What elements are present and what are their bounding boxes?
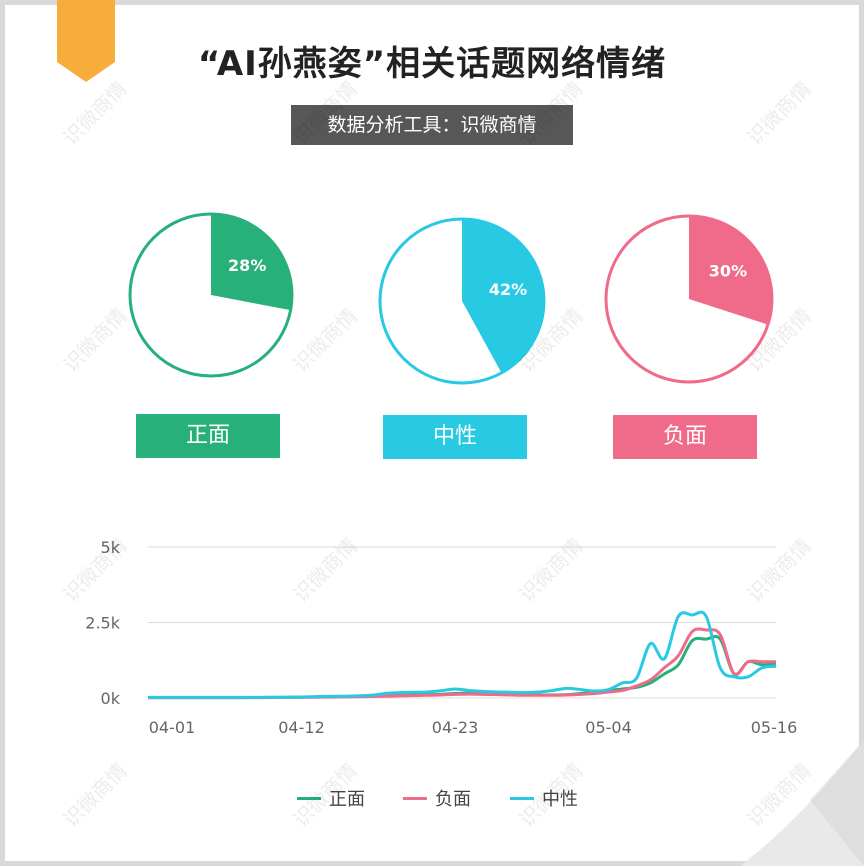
legend-item-neutral: 中性: [510, 786, 578, 810]
series-line: [147, 610, 777, 699]
pie-neutral: 42%: [378, 217, 546, 385]
sentiment-label-positive: 正面: [136, 414, 280, 458]
legend-label-negative: 负面: [435, 789, 471, 810]
x-tick-label: 04-23: [432, 718, 479, 737]
y-tick-label: 5k: [101, 538, 121, 557]
legend-label-neutral: 中性: [542, 789, 578, 810]
pie-slice: [689, 216, 772, 325]
bookmark-ribbon-icon: [57, 0, 115, 82]
x-tick-label: 05-04: [585, 718, 632, 737]
legend-swatch-neutral: [510, 796, 534, 800]
legend-swatch-positive: [297, 796, 321, 800]
legend-item-positive: 正面: [297, 786, 365, 810]
x-tick-label: 05-16: [751, 718, 798, 737]
legend-swatch-negative: [403, 796, 427, 800]
pie-percent-label: 28%: [228, 256, 266, 275]
series-line: [147, 627, 777, 700]
pie-slice: [462, 219, 544, 373]
sentiment-label-negative: 负面: [613, 415, 757, 459]
legend-item-negative: 负面: [403, 786, 471, 810]
page-title: “AI孙燕姿”相关话题网络情绪: [197, 44, 667, 84]
x-tick-label: 04-01: [149, 718, 196, 737]
y-tick-label: 2.5k: [85, 614, 120, 633]
x-tick-label: 04-12: [278, 718, 325, 737]
legend-label-positive: 正面: [329, 789, 365, 810]
y-tick-label: 0k: [101, 689, 121, 708]
pie-positive: 28%: [128, 212, 294, 378]
pie-negative: 30%: [604, 214, 774, 384]
sentiment-label-neutral: 中性: [383, 415, 527, 459]
pie-percent-label: 42%: [489, 280, 527, 299]
data-source-badge: 数据分析工具：识微商情: [291, 105, 573, 145]
pie-percent-label: 30%: [709, 262, 747, 281]
pie-slice: [211, 214, 292, 311]
